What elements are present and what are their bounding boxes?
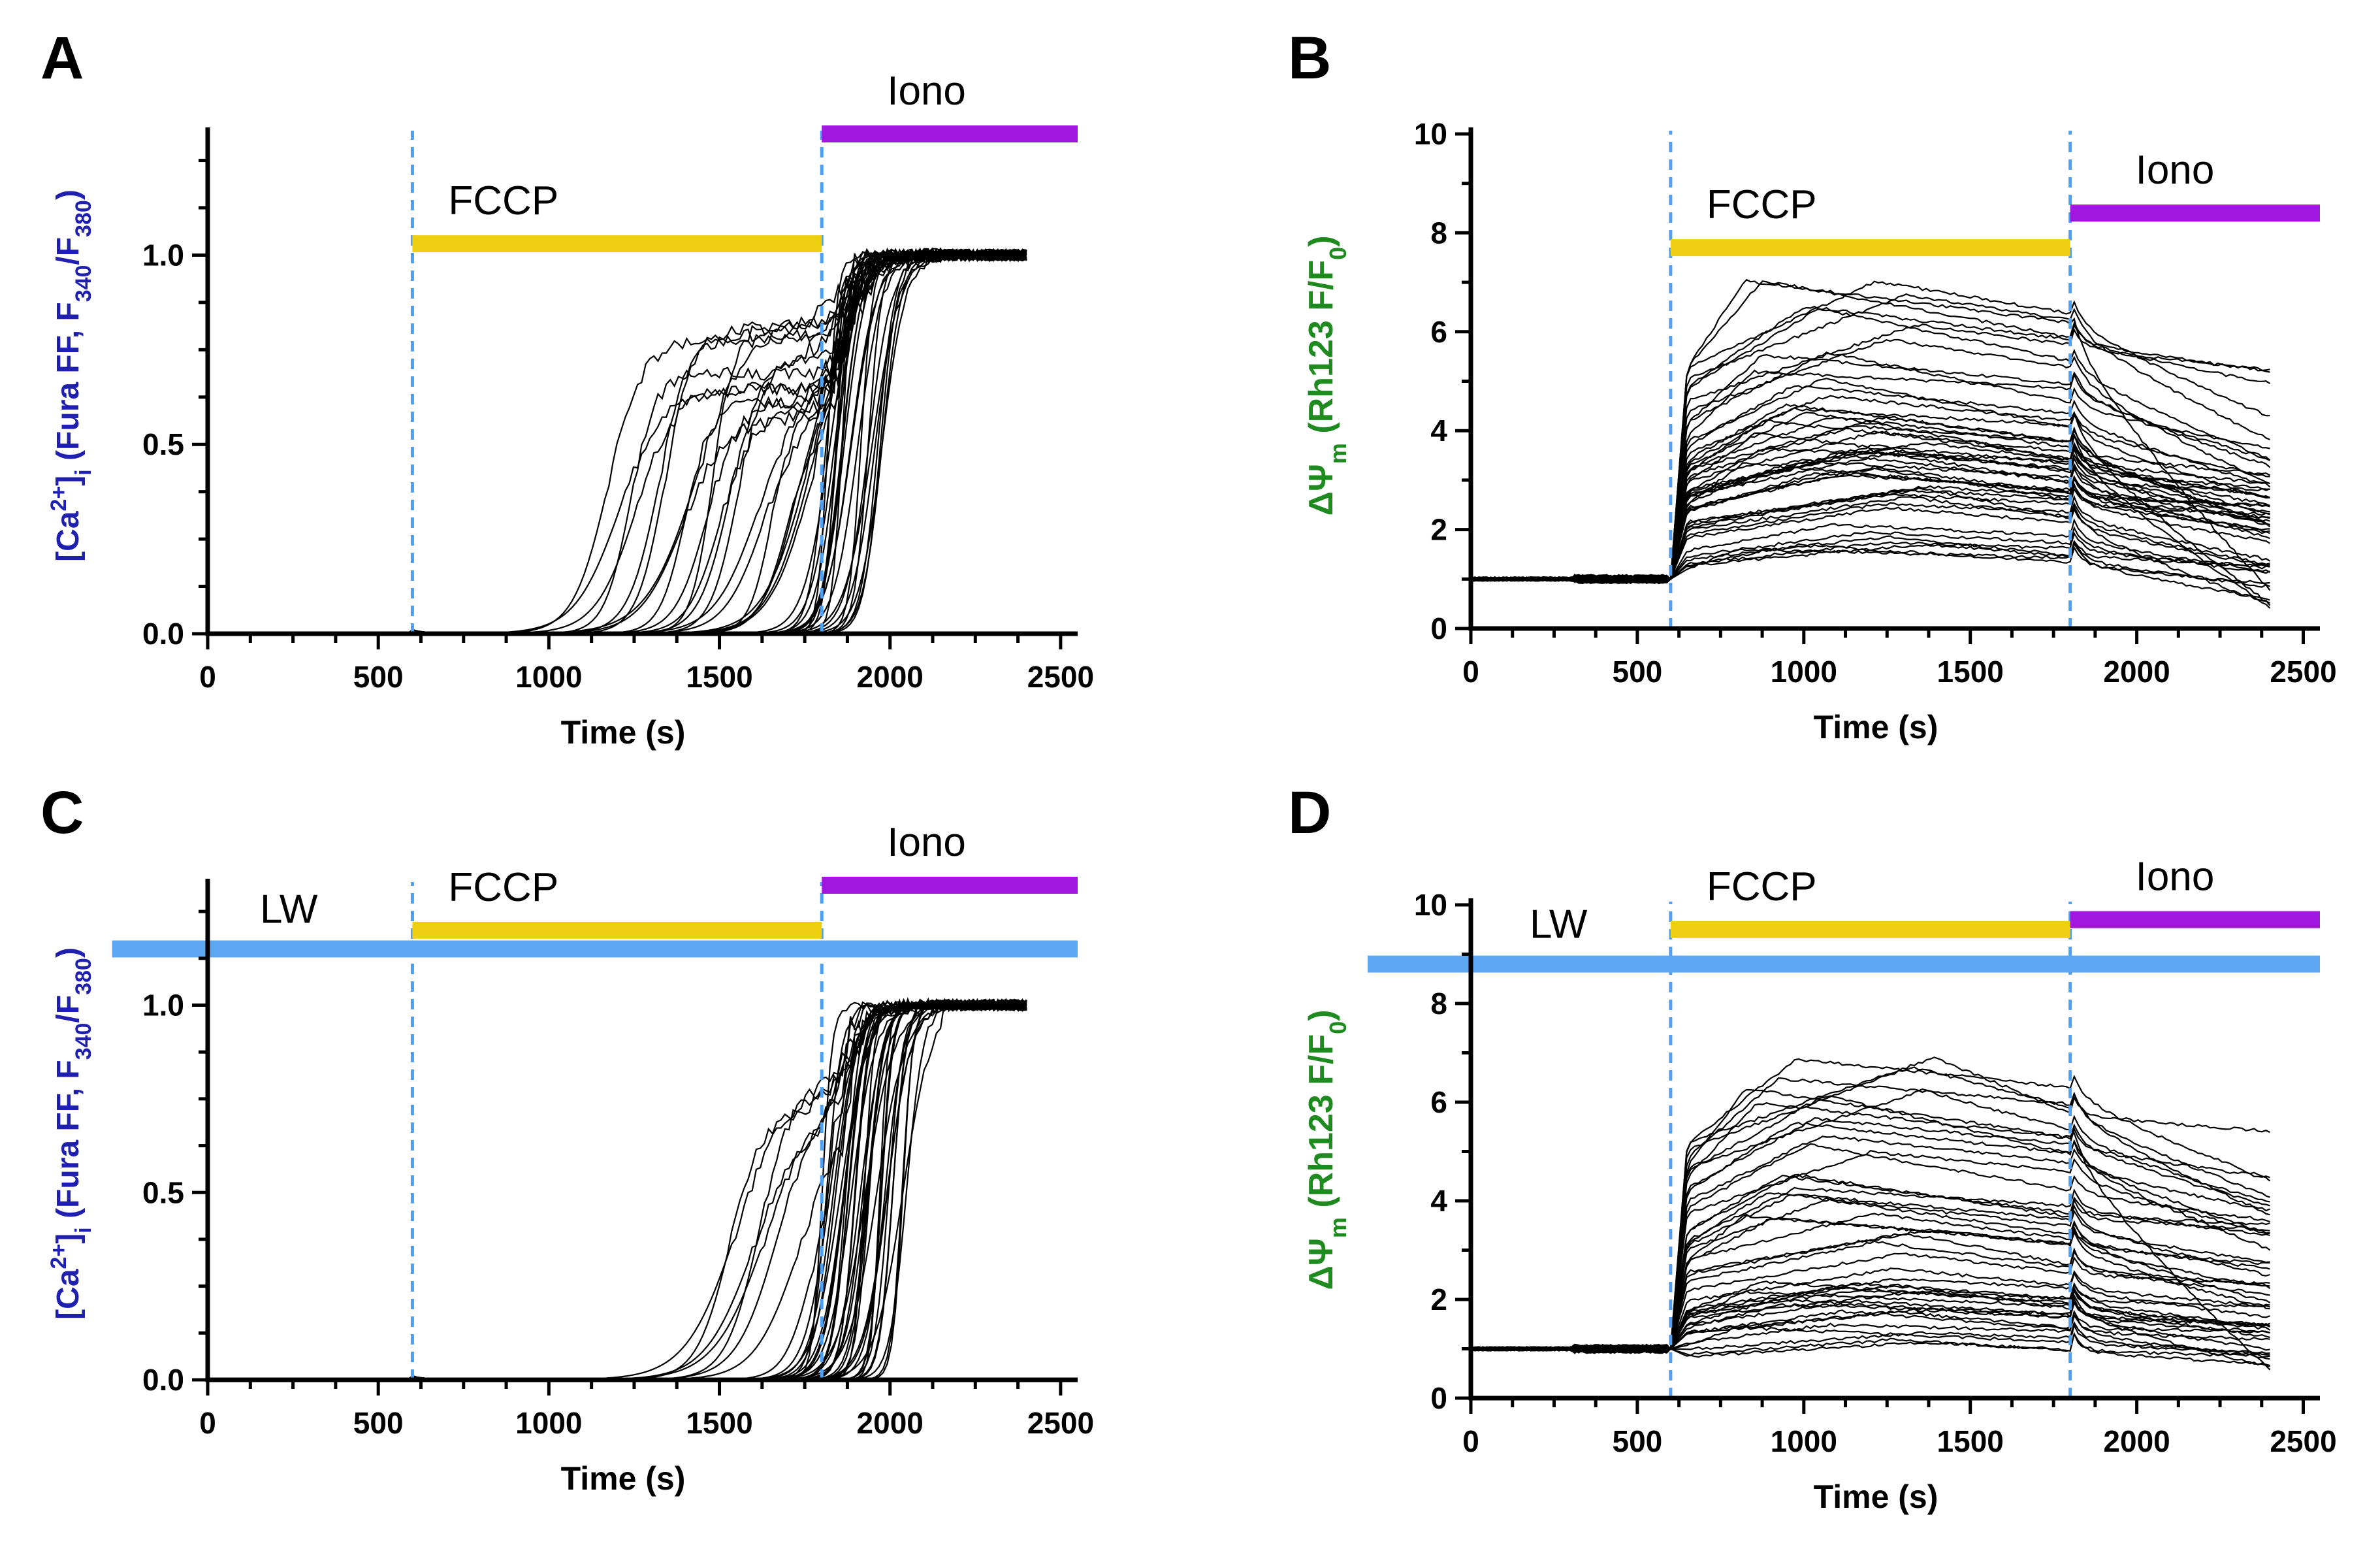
treatment-bar-fccp [412,235,822,253]
trace-line [1470,450,2270,584]
trace-line [1470,487,2270,584]
trace-line [1470,1300,2270,1353]
x-tick-label: 1500 [686,1406,752,1440]
treatment-bar-iono [2070,911,2320,928]
x-tick-label: 0 [199,1406,216,1440]
trace-line [1470,1296,2270,1352]
x-tick-label: 2000 [857,1406,924,1440]
traces [1470,1056,2271,1371]
trace-line [1470,1150,2270,1354]
treatment-bar-iono [822,125,1078,142]
x-tick-label: 1500 [1937,1424,2004,1458]
x-tick-label: 1000 [515,1406,582,1440]
x-tick-label: 500 [353,660,404,694]
y-axis-title: [Ca2+]i (Fura FF, F340/F380) [46,189,96,562]
trace-line [1470,369,2270,584]
trace-line [1470,416,2271,609]
panel-A: A FCCP Iono 0 500 1000 1500 2000 2500 Time (s) 0.0… [40,25,1094,751]
treatment-label-lw: LW [1530,902,1588,947]
treatment-bar-fccp [1670,239,2070,257]
x-tick-label: 2000 [857,660,924,694]
y-tick-label: 8 [1430,216,1447,250]
treatment-bar-lw [1367,955,2320,973]
x-tick-label: 1000 [1771,1424,1837,1458]
y-tick-label: 6 [1430,1085,1447,1119]
treatment-label-fccp: FCCP [448,865,558,910]
y-tick-label: 0 [1430,612,1447,645]
x-tick-label: 1000 [515,660,582,694]
panel-C: C FCCP Iono LW 0 500 1000 1500 2000 2500 Time (s) 0… [40,779,1094,1497]
treatment-bar-iono [2070,204,2320,222]
x-axis-title: Time (s) [561,1460,686,1497]
x-tick-label: 1000 [1771,655,1837,689]
x-tick-label: 2000 [2103,655,2170,689]
y-tick-label: 0.0 [142,1363,184,1397]
traces [1470,278,2271,609]
x-axis-title: Time (s) [1814,1478,1938,1515]
x-tick-label: 2500 [2270,655,2336,689]
trace-line [1470,1213,2270,1354]
panel-letter-D: D [1288,779,1331,846]
y-axis-title: [Ca2+]i (Fura FF, F340/F380) [46,947,96,1320]
treatment-bar-lw [112,940,1078,958]
treatment-label-lw: LW [260,887,318,932]
trace-line [1470,531,2270,584]
treatment-label-iono: Iono [887,69,966,114]
y-tick-label: 0 [1430,1381,1447,1415]
y-tick-label: 1.0 [142,238,184,272]
x-tick-label: 2500 [1027,1406,1094,1440]
treatment-label-fccp: FCCP [1707,182,1817,227]
y-axis-title: ΔΨm (Rh123 F/F0) [1302,235,1351,515]
y-tick-label: 4 [1430,1184,1447,1218]
y-tick-label: 0.5 [142,1175,184,1209]
treatment-label-iono: Iono [887,820,966,865]
x-tick-label: 1500 [686,660,752,694]
y-tick-label: 2 [1430,513,1447,547]
y-tick-label: 2 [1430,1282,1447,1316]
trace-line [1470,1088,2270,1354]
treatment-bar-fccp [412,921,822,939]
x-tick-label: 500 [353,1406,404,1440]
x-tick-label: 1500 [1937,655,2004,689]
treatment-label-iono: Iono [2136,148,2215,193]
x-tick-label: 0 [1462,1424,1479,1458]
x-tick-label: 0 [199,660,216,694]
x-tick-label: 2000 [2103,1424,2170,1458]
panel-letter-B: B [1288,25,1331,91]
y-tick-label: 10 [1414,117,1447,151]
y-tick-label: 4 [1430,414,1447,448]
y-tick-label: 10 [1414,888,1447,922]
x-tick-label: 2500 [2270,1424,2336,1458]
treatment-label-iono: Iono [2136,855,2215,900]
x-axis-title: Time (s) [561,714,686,751]
y-tick-label: 0.5 [142,427,184,461]
panel-D: D FCCP Iono LW 0 500 1000 1500 2000 2500 Time (s) 0… [1288,779,2337,1515]
x-tick-label: 500 [1613,1424,1663,1458]
y-tick-label: 6 [1430,315,1447,349]
treatment-label-fccp: FCCP [448,178,558,223]
x-axis-title: Time (s) [1814,709,1938,745]
treatment-bar-fccp [1670,921,2070,938]
treatment-label-fccp: FCCP [1707,864,1817,909]
y-axis-title: ΔΨm (Rh123 F/F0) [1302,1009,1351,1290]
x-tick-label: 0 [1462,655,1479,689]
treatment-bar-iono [822,877,1078,894]
panel-letter-C: C [40,779,84,846]
x-tick-label: 2500 [1027,660,1094,694]
panel-B: B FCCP Iono 0 500 1000 1500 2000 2500 Time (s) 0 2 4… [1288,25,2337,745]
x-tick-label: 500 [1613,655,1663,689]
panel-letter-A: A [40,25,84,91]
y-tick-label: 0.0 [142,617,184,651]
y-tick-label: 8 [1430,987,1447,1020]
y-tick-label: 1.0 [142,988,184,1022]
